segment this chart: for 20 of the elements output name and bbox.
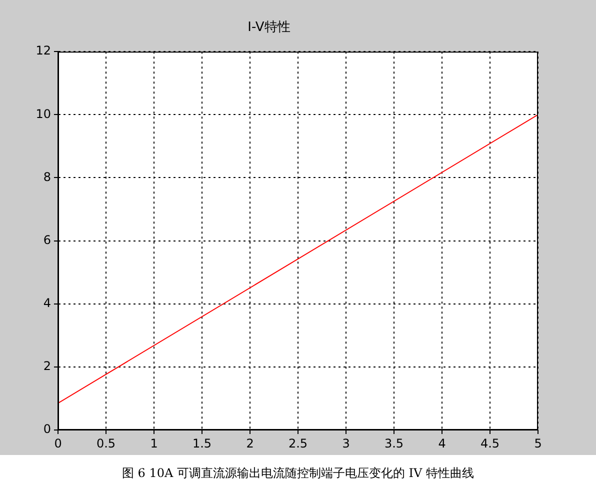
- y-tick-label: 4: [43, 296, 51, 310]
- chart-title: I-V特性: [248, 20, 290, 36]
- x-tick-label: 0: [54, 436, 62, 450]
- y-tick-label: 8: [43, 170, 51, 184]
- x-tick-label: 2: [246, 436, 254, 450]
- x-tick-label: 1: [150, 436, 158, 450]
- x-tick-label: 2.5: [288, 436, 308, 450]
- x-tick-label: 1.5: [192, 436, 212, 450]
- x-tick-label: 3: [342, 436, 350, 450]
- caption: 图 6 10A 可调直流源输出电流随控制端子电压变化的 IV 特性曲线: [120, 465, 476, 482]
- x-tick-label: 3.5: [384, 436, 404, 450]
- x-tick-label: 0.5: [96, 436, 116, 450]
- x-tick-label: 4: [438, 436, 446, 450]
- y-tick-label: 6: [43, 232, 51, 247]
- x-tick-label: 5: [534, 436, 542, 450]
- x-tick-label: 4.5: [480, 436, 500, 450]
- y-tick-label: 2: [43, 359, 51, 374]
- y-tick-label: 12: [36, 44, 51, 58]
- y-tick-label: 10: [36, 106, 51, 121]
- y-tick-label: 0: [43, 422, 51, 436]
